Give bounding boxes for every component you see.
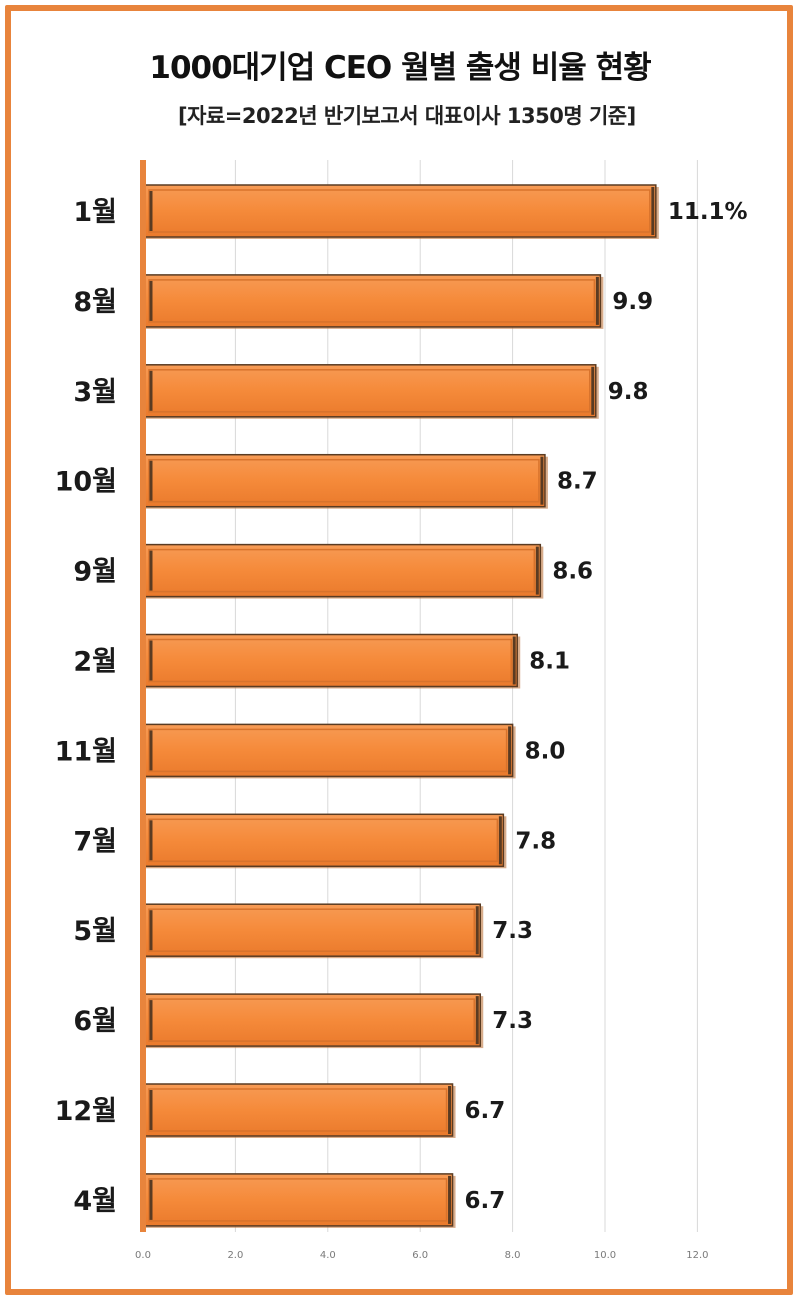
bar [142,1083,456,1138]
category-label: 8월 [73,287,117,318]
bar-bevel [148,369,591,413]
bar-bevel [148,189,651,233]
bar [142,903,484,959]
x-tick-label: 10.0 [594,1250,616,1261]
category-label: 2월 [73,647,117,678]
bar-bevel [148,279,596,323]
bar-body [142,813,505,868]
x-tick-label: 0.0 [135,1250,151,1261]
bar-bevel [148,908,476,952]
category-label: 10월 [55,467,117,498]
value-label: 11.1% [668,199,748,225]
chart-subtitle: [자료=2022년 반기보고서 대표이사 1350명 기준] [178,104,636,128]
bar-body [142,184,657,238]
bars [142,184,659,1228]
bar-bevel [148,1088,448,1132]
bar-bevel [148,638,512,683]
bar-bevel [148,548,536,593]
value-label: 8.1 [529,649,570,675]
gridlines [234,160,698,1232]
bar-body [142,453,546,508]
x-tick-label: 4.0 [320,1250,336,1261]
category-label: 4월 [73,1186,117,1217]
chart-title: 1000대기업 CEO 월별 출생 비율 현황 [149,50,651,86]
bar [142,723,516,779]
bar-body [142,1083,454,1137]
bar-bevel [148,728,508,773]
category-label: 9월 [73,557,117,588]
bar-body [142,364,597,418]
bar-bevel [148,1178,448,1222]
bar-body [142,993,482,1047]
bar-body [142,274,602,328]
x-tick-label: 2.0 [227,1250,243,1261]
category-label: 5월 [73,916,117,947]
y-axis-line [140,160,146,1232]
bar-bevel [148,458,540,503]
x-tick-label: 12.0 [686,1250,708,1261]
labels: 0.0 2.0 4.0 6.0 8.0 10.0 12.0 1월 11.1% 8월 9.9 3월 9.8… [55,197,748,1261]
y-axis [140,160,146,1232]
bar-body [142,903,482,957]
bar-body [142,633,518,688]
bar [142,813,507,869]
value-label: 8.7 [557,469,598,495]
category-label: 6월 [73,1006,117,1037]
bar-body [142,723,514,778]
bar [142,453,548,509]
category-label: 1월 [73,197,117,228]
bar [142,274,604,329]
bar [142,1173,456,1228]
bar [142,364,599,419]
x-tick-label: 6.0 [412,1250,428,1261]
value-label: 7.8 [515,828,556,854]
bar [142,633,521,689]
category-label: 11월 [55,736,117,767]
value-label: 7.3 [492,918,533,944]
value-label: 6.7 [465,1098,506,1124]
bar [142,993,484,1049]
bar-bevel [148,818,499,863]
category-label: 12월 [55,1096,117,1127]
bar [142,543,544,599]
value-label: 6.7 [465,1188,506,1214]
value-label: 9.9 [612,289,653,315]
category-label: 3월 [73,377,117,408]
value-label: 7.3 [492,1008,533,1034]
bar-bevel [148,998,476,1042]
bar-body [142,1173,454,1227]
bar [142,184,659,239]
value-label: 9.8 [608,379,649,405]
value-label: 8.0 [525,738,566,764]
x-tick-label: 8.0 [505,1250,521,1261]
category-label: 7월 [73,826,117,857]
value-label: 8.6 [552,559,593,585]
bar-body [142,543,542,598]
